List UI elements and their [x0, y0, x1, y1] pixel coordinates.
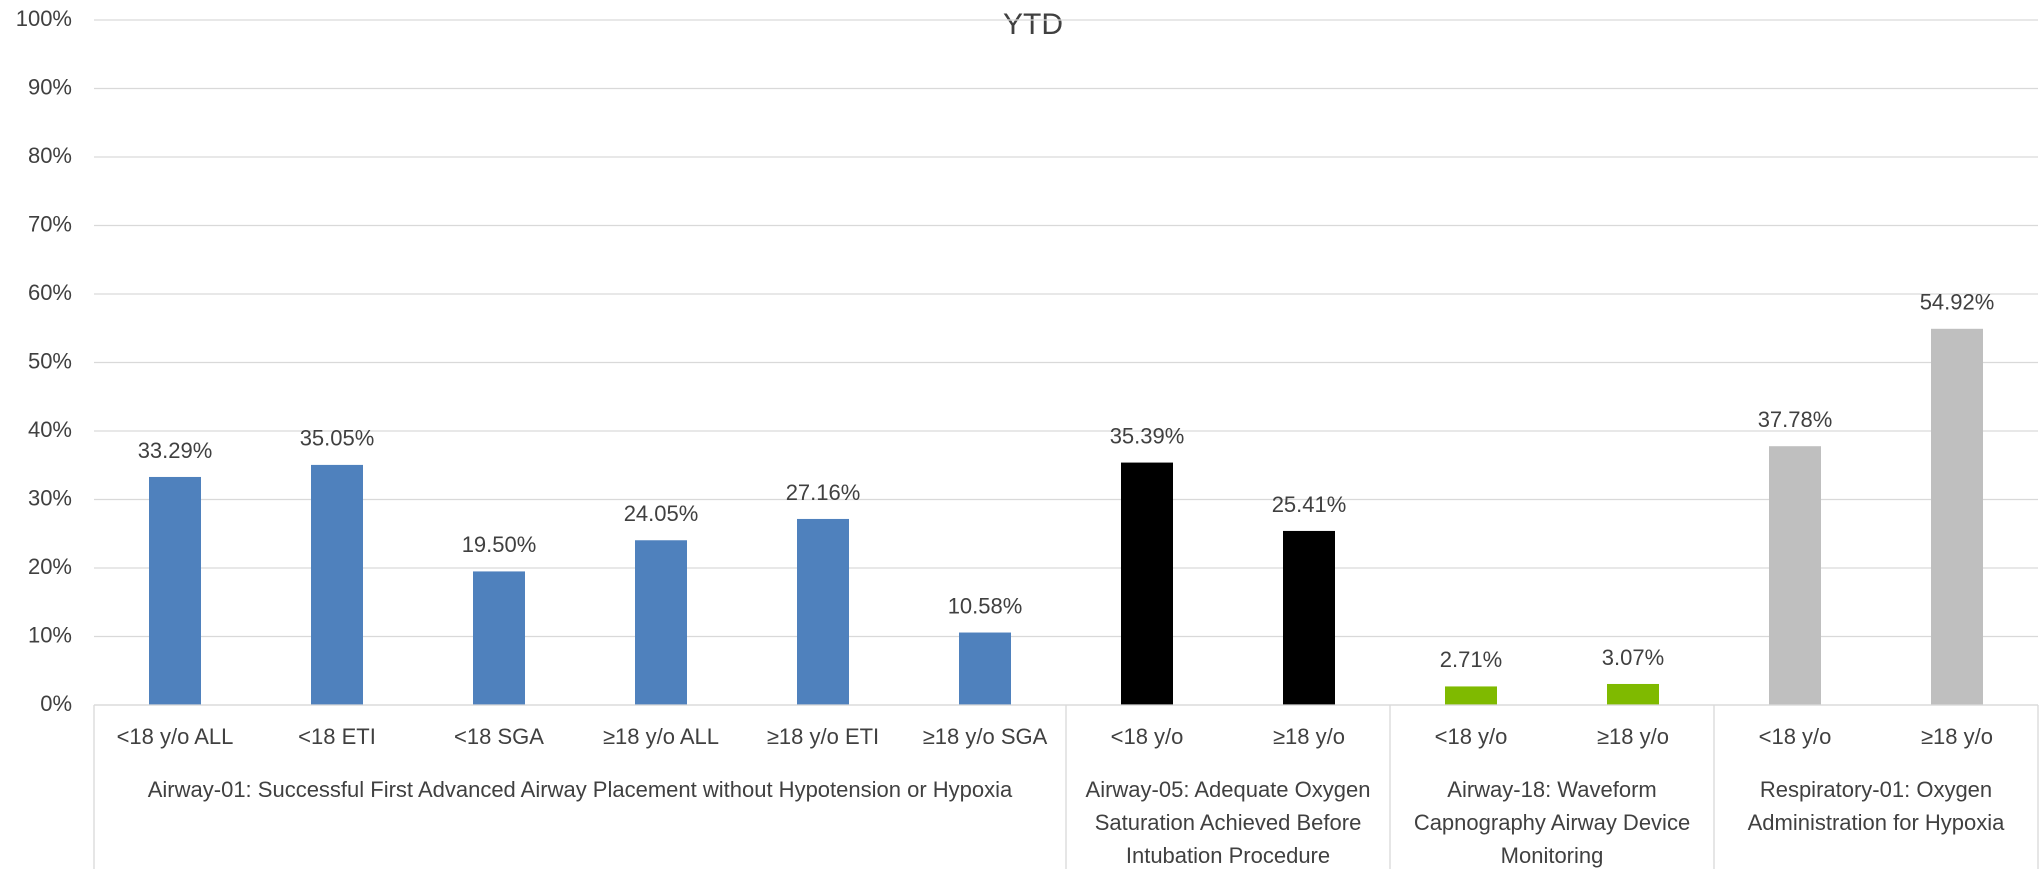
- x-tick-label: <18 ETI: [298, 724, 376, 749]
- group-label: Respiratory-01: Oxygen Administration fo…: [1747, 777, 2005, 835]
- bar: [473, 571, 525, 705]
- data-label: 19.50%: [462, 532, 537, 557]
- group-label: Airway-01: Successful First Advanced Air…: [147, 777, 1013, 802]
- y-tick-label: 70%: [28, 211, 72, 236]
- x-tick-label: ≥18 y/o: [1597, 724, 1669, 749]
- data-label: 54.92%: [1920, 290, 1995, 315]
- y-tick-label: 80%: [28, 143, 72, 168]
- y-tick-label: 90%: [28, 74, 72, 99]
- data-label: 35.05%: [300, 426, 375, 451]
- bar: [635, 540, 687, 705]
- data-label: 33.29%: [138, 438, 213, 463]
- data-label: 27.16%: [786, 480, 861, 505]
- y-tick-label: 0%: [40, 691, 72, 716]
- x-tick-label: <18 y/o: [1759, 724, 1832, 749]
- bar: [797, 518, 849, 705]
- group-label: Airway-05: Adequate Oxygen Saturation Ac…: [1085, 777, 1371, 868]
- bar: [1121, 462, 1173, 705]
- x-tick-label: ≥18 y/o ALL: [603, 724, 719, 749]
- y-tick-label: 60%: [28, 280, 72, 305]
- data-label: 24.05%: [624, 501, 699, 526]
- chart-title: YTD: [1003, 8, 1063, 41]
- x-tick-label: ≥18 y/o ETI: [767, 724, 879, 749]
- y-tick-label: 50%: [28, 348, 72, 373]
- bar: [1607, 683, 1659, 705]
- data-label: 37.78%: [1758, 407, 1833, 432]
- data-label: 10.58%: [948, 593, 1023, 618]
- x-tick-label: <18 y/o: [1111, 724, 1184, 749]
- bar: [1769, 446, 1821, 705]
- x-tick-label: <18 y/o: [1435, 724, 1508, 749]
- bar: [1283, 530, 1335, 705]
- x-tick-label: <18 SGA: [454, 724, 544, 749]
- bar: [1931, 328, 1983, 705]
- y-tick-label: 30%: [28, 485, 72, 510]
- bar: [1445, 686, 1497, 705]
- x-tick-label: ≥18 y/o: [1921, 724, 1993, 749]
- y-tick-label: 10%: [28, 622, 72, 647]
- group-label: Airway-18: Waveform Capnography Airway D…: [1413, 777, 1691, 868]
- bar: [149, 476, 201, 705]
- x-tick-label: ≥18 y/o: [1273, 724, 1345, 749]
- y-tick-label: 20%: [28, 554, 72, 579]
- x-tick-label: <18 y/o ALL: [117, 724, 234, 749]
- y-tick-label: 100%: [16, 6, 72, 31]
- y-tick-label: 40%: [28, 417, 72, 442]
- bar: [311, 464, 363, 705]
- data-label: 2.71%: [1440, 647, 1502, 672]
- x-tick-label: ≥18 y/o SGA: [923, 724, 1048, 749]
- bar: [959, 632, 1011, 705]
- data-label: 25.41%: [1272, 492, 1347, 517]
- data-label: 35.39%: [1110, 423, 1185, 448]
- data-label: 3.07%: [1602, 645, 1664, 670]
